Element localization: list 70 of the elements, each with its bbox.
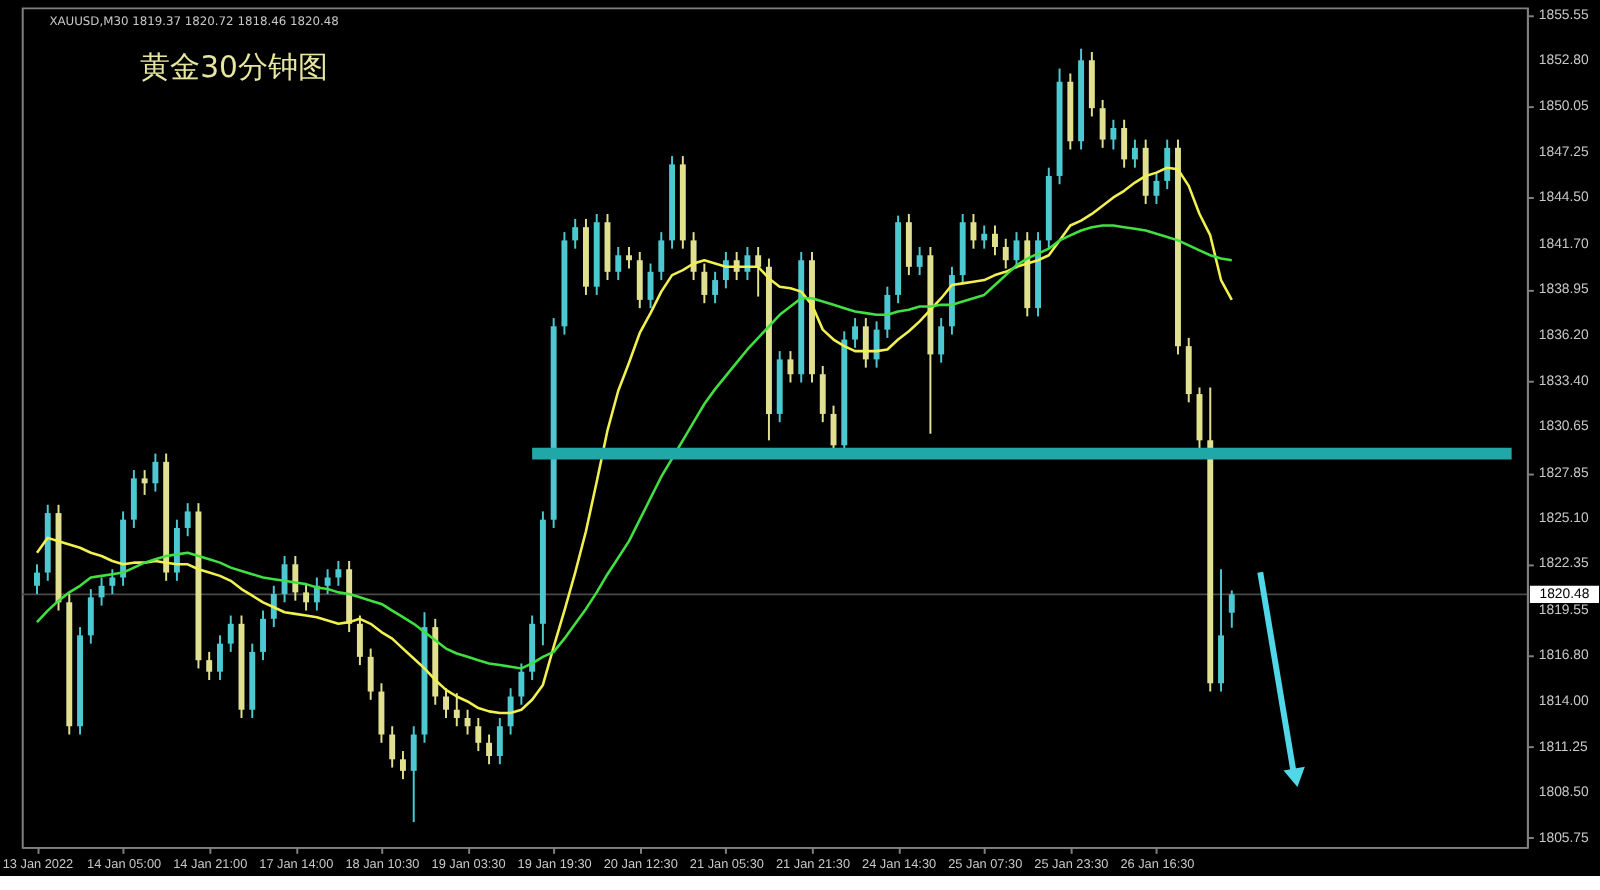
candlestick xyxy=(529,614,536,681)
candlestick xyxy=(206,650,213,681)
candlestick xyxy=(453,692,460,728)
candlestick xyxy=(615,246,622,282)
candlestick xyxy=(744,246,751,282)
candlestick xyxy=(464,708,471,736)
candlestick xyxy=(335,560,342,587)
candlestick xyxy=(496,717,503,766)
candlestick xyxy=(303,583,310,612)
candlestick xyxy=(992,224,998,257)
candlestick xyxy=(1002,237,1009,270)
candlestick xyxy=(130,469,137,529)
candlestick xyxy=(916,246,923,277)
candlestick xyxy=(884,285,891,339)
candlestick xyxy=(905,212,912,277)
candlestick xyxy=(1110,118,1117,151)
candlestick xyxy=(34,563,40,596)
candlestick xyxy=(217,634,223,681)
candlestick xyxy=(1228,589,1235,629)
candlestick xyxy=(873,320,880,369)
candlestick xyxy=(260,609,266,662)
candlestick xyxy=(1153,171,1160,206)
candlestick xyxy=(292,555,299,602)
candlestick xyxy=(938,317,945,364)
candlestick xyxy=(98,576,105,607)
candlestick xyxy=(410,725,417,824)
candlestick xyxy=(486,733,493,766)
candlestick xyxy=(518,662,525,706)
candlestick xyxy=(400,750,406,781)
candlestick xyxy=(367,647,374,701)
candlestick xyxy=(507,687,514,736)
candlestick xyxy=(1088,51,1095,118)
candlestick xyxy=(819,365,826,424)
candlestick xyxy=(1131,138,1138,169)
candlestick xyxy=(1099,98,1106,149)
line-series xyxy=(35,224,1234,670)
candlestick xyxy=(281,555,288,604)
candlestick xyxy=(141,469,148,496)
candlestick xyxy=(636,250,643,310)
text: 黄金30分钟图 xyxy=(140,50,328,85)
candlestick xyxy=(852,317,859,349)
candlestick xyxy=(981,224,988,250)
candlestick xyxy=(173,518,180,582)
candlestick xyxy=(970,212,977,250)
candlestick xyxy=(1164,138,1171,191)
candlestick xyxy=(701,262,708,305)
candlestick xyxy=(109,568,116,596)
candlestick xyxy=(475,717,482,753)
candlestick xyxy=(227,614,234,653)
candlestick xyxy=(1121,118,1128,169)
candlestick xyxy=(378,682,385,744)
candlestick xyxy=(270,584,277,629)
candlestick xyxy=(712,270,719,305)
candlestick xyxy=(443,687,449,719)
candlestick xyxy=(184,502,191,538)
candlestick xyxy=(1142,138,1149,206)
candlestick xyxy=(626,246,632,270)
candlestick xyxy=(862,317,869,369)
candlestick xyxy=(356,614,363,667)
candlestick xyxy=(324,568,331,596)
candlestick xyxy=(572,217,579,250)
candlestick xyxy=(1185,336,1192,404)
candlestick xyxy=(152,452,159,493)
candlestick xyxy=(722,250,729,290)
candlestick xyxy=(1218,568,1224,693)
candlestick xyxy=(87,588,94,645)
candlestick xyxy=(658,231,665,282)
candlestick xyxy=(755,246,762,298)
candlestick xyxy=(389,725,396,769)
candlestick xyxy=(690,231,697,282)
